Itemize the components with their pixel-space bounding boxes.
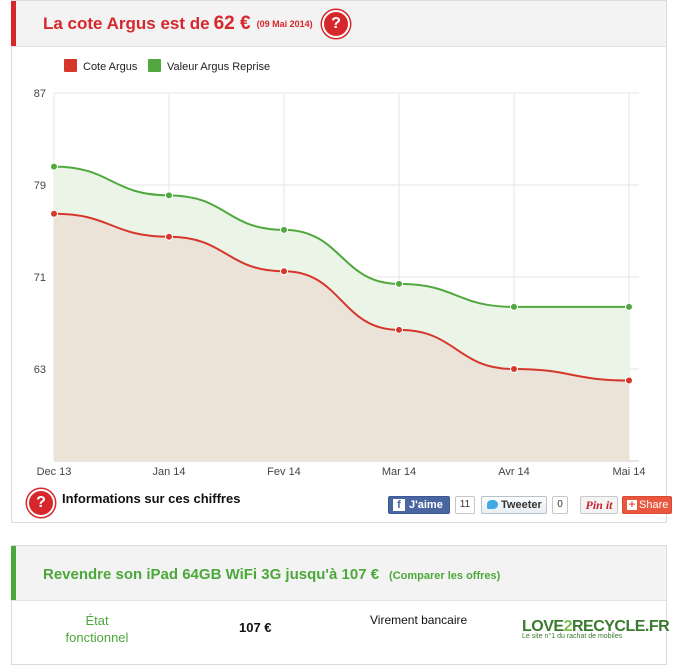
reprise-point: [510, 302, 518, 311]
offer-price: 107 €: [239, 620, 272, 635]
cote-argus-point: [50, 209, 58, 218]
argus-accent-bar: [11, 1, 16, 46]
cote-argus-point: [165, 232, 173, 241]
share-label: Share: [639, 499, 669, 511]
chart-points: [50, 162, 633, 385]
share-plus-icon: +: [627, 499, 637, 511]
reprise-point: [280, 225, 288, 234]
argus-card: La cote Argus est de 62 € (09 Mai 2014) ? …: [11, 0, 672, 523]
argus-chart: Cote Argus Valeur Argus Reprise Dec 13 Jan…: [34, 59, 646, 478]
x-tick-label: Fev 14: [267, 466, 301, 478]
tweet-count: 0: [552, 496, 568, 514]
chart-axis-labels: Dec 13 Jan 14 Fev 14 Mar 14 Avr 14 Mai 14 87 79…: [34, 88, 646, 478]
info-help-icon[interactable]: ?: [27, 489, 55, 517]
argus-title-text: La cote Argus est de: [43, 14, 210, 33]
resell-title-text: Revendre son iPad 64GB WiFi 3G jusqu'à 1…: [43, 566, 380, 583]
cote-argus-line: [53, 212, 630, 382]
chart-areas: [54, 166, 629, 461]
argus-help-icon[interactable]: ?: [322, 10, 350, 38]
cote-argus-point: [395, 325, 403, 334]
y-tick-label: 63: [34, 364, 46, 376]
offer-state-line2: fonctionnel: [65, 630, 129, 645]
argus-price: 62 €: [213, 13, 251, 34]
argus-header: La cote Argus est de 62 € (09 Mai 2014) ?: [11, 1, 666, 47]
argus-title: La cote Argus est de 62 € (09 Mai 2014): [43, 13, 313, 35]
x-tick-label: Avr 14: [498, 466, 530, 478]
resell-accent-bar: [11, 546, 16, 600]
cote-argus-point: [625, 376, 633, 385]
logo-tagline: Le site n°1 du rachat de mobiles: [522, 633, 623, 640]
argus-date: (09 Mai 2014): [256, 19, 313, 29]
offer-state: État fonctionnel: [52, 612, 142, 646]
logo-wordmark: LOVE2RECYCLE.FR: [522, 618, 670, 635]
resell-card: Revendre son iPad 64GB WiFi 3G jusqu'à 1…: [11, 545, 670, 665]
resell-header: Revendre son iPad 64GB WiFi 3G jusqu'à 1…: [11, 546, 666, 601]
facebook-like-label: J'aime: [409, 499, 443, 511]
pinterest-button[interactable]: Pin it: [580, 496, 618, 514]
reprise-area: [54, 166, 629, 381]
twitter-bird-icon: [487, 500, 498, 509]
cote-argus-point: [280, 267, 288, 276]
argus-area: [54, 213, 629, 461]
x-tick-label: Mai 14: [612, 466, 645, 478]
tweet-label: Tweeter: [501, 499, 542, 511]
compare-offers-link[interactable]: (Comparer les offres): [389, 570, 501, 582]
chart-legend: Cote Argus Valeur Argus Reprise: [64, 59, 270, 73]
cote-argus-point: [510, 365, 518, 373]
share-button[interactable]: + Share: [622, 496, 672, 514]
reprise-point: [165, 191, 173, 200]
info-label[interactable]: Informations sur ces chiffres: [62, 491, 241, 506]
love2recycle-logo[interactable]: LOVE2RECYCLE.FR Le site n°1 du rachat de…: [522, 618, 670, 646]
facebook-like-button[interactable]: f J'aime: [388, 496, 450, 514]
y-tick-label: 79: [34, 180, 46, 192]
x-tick-label: Mar 14: [382, 466, 416, 478]
x-tick-label: Dec 13: [37, 466, 72, 478]
facebook-like-count: 11: [455, 496, 475, 514]
resell-title: Revendre son iPad 64GB WiFi 3G jusqu'à 1…: [43, 566, 500, 583]
facebook-icon: f: [393, 499, 405, 511]
offer-payment-method: Virement bancaire: [370, 613, 468, 627]
y-tick-label: 71: [34, 272, 46, 284]
legend-swatch-cote-argus: [64, 59, 77, 72]
offer-state-line1: État: [85, 613, 109, 628]
x-tick-label: Jan 14: [152, 466, 185, 478]
reprise-point: [395, 279, 403, 288]
legend-swatch-reprise: [148, 59, 161, 72]
reprise-point: [625, 302, 633, 311]
legend-label-cote-argus: Cote Argus: [83, 61, 138, 73]
legend-label-reprise: Valeur Argus Reprise: [167, 61, 270, 73]
tweet-button[interactable]: Tweeter: [481, 496, 547, 514]
y-tick-label: 87: [34, 88, 46, 100]
reprise-point: [50, 162, 58, 171]
